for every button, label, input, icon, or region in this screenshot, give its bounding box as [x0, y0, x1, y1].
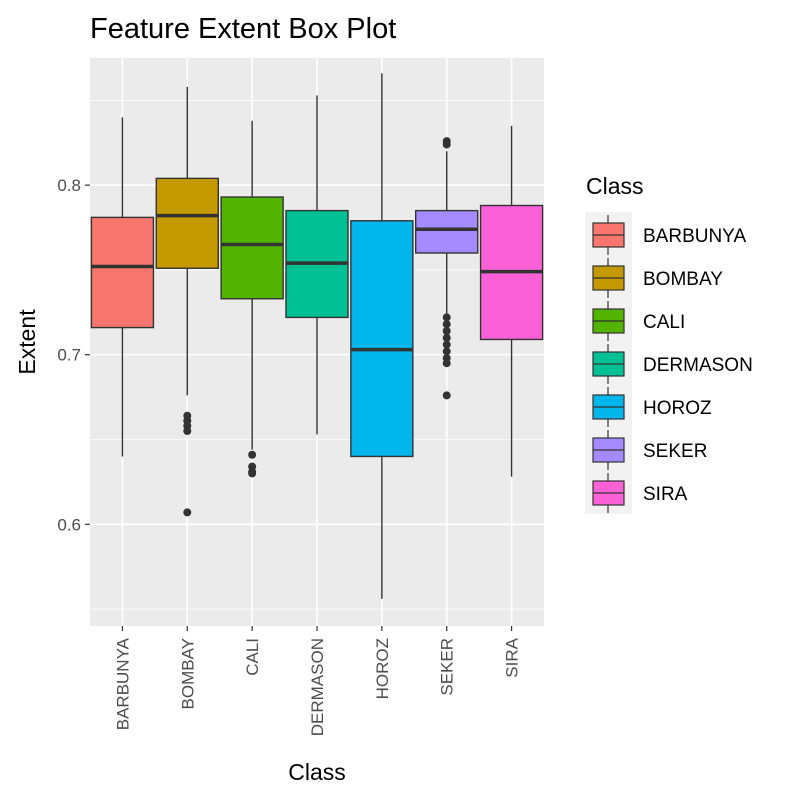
box-sira	[479, 125, 544, 477]
box-body	[415, 209, 479, 254]
x-tick-label: DERMASON	[308, 638, 327, 736]
legend-label: DERMASON	[643, 355, 753, 376]
y-axis: 0.6 0.7 0.8	[57, 176, 90, 534]
box-cali	[220, 120, 284, 478]
legend-item-sira: SIRA	[592, 473, 688, 513]
legend: BARBUNYA BOMBAY CALI DERMASON HOROZ SEKER SIRA	[585, 212, 753, 514]
x-tick-label: CALI	[243, 638, 262, 676]
outlier-point	[442, 340, 451, 349]
box-horoz	[350, 73, 414, 599]
x-tick-label: SIRA	[503, 637, 522, 677]
box-seker	[415, 137, 479, 400]
legend-label: SIRA	[643, 484, 688, 505]
legend-item-dermason: DERMASON	[592, 344, 753, 384]
legend-label: HOROZ	[643, 398, 712, 419]
outlier-point	[442, 359, 451, 368]
outlier-point	[183, 427, 192, 436]
x-axis: BARBUNYA BOMBAY CALI DERMASON HOROZ SEKER SIRA	[113, 626, 522, 736]
outlier-point	[248, 469, 257, 478]
legend-item-barbunya: BARBUNYA	[592, 215, 746, 255]
outlier-point	[442, 140, 451, 149]
boxes-layer	[90, 73, 544, 599]
box-bombay	[155, 86, 219, 517]
legend-item-horoz: HOROZ	[592, 387, 712, 427]
y-tick-label: 0.7	[57, 346, 81, 365]
x-tick-label: BARBUNYA	[113, 637, 132, 730]
box-body	[220, 196, 284, 300]
x-tick-label: HOROZ	[373, 638, 392, 699]
legend-label: SEKER	[643, 441, 707, 462]
legend-item-seker: SEKER	[592, 430, 707, 470]
box-body	[155, 177, 219, 269]
legend-label: BOMBAY	[643, 269, 723, 290]
box-body	[90, 216, 155, 329]
legend-item-cali: CALI	[592, 301, 685, 341]
y-axis-title: Extent	[14, 309, 40, 375]
legend-label: BARBUNYA	[643, 226, 746, 247]
outlier-point	[442, 313, 451, 322]
y-tick-label: 0.6	[57, 515, 81, 534]
legend-title: Class	[586, 173, 644, 199]
outlier-point	[442, 333, 451, 342]
x-tick-label: SEKER	[438, 638, 457, 696]
box-dermason	[285, 95, 349, 435]
outlier-point	[248, 450, 257, 459]
outlier-point	[183, 508, 192, 517]
x-tick-label: BOMBAY	[178, 638, 197, 709]
box-barbunya	[90, 117, 155, 457]
legend-label: CALI	[643, 312, 685, 333]
outlier-point	[442, 320, 451, 329]
legend-item-bombay: BOMBAY	[592, 258, 723, 298]
outlier-point	[442, 391, 451, 400]
y-tick-label: 0.8	[57, 176, 81, 195]
box-body	[350, 220, 414, 458]
chart-title: Feature Extent Box Plot	[90, 13, 396, 45]
outlier-point	[442, 347, 451, 356]
outlier-point	[442, 326, 451, 335]
x-axis-title: Class	[288, 759, 346, 785]
